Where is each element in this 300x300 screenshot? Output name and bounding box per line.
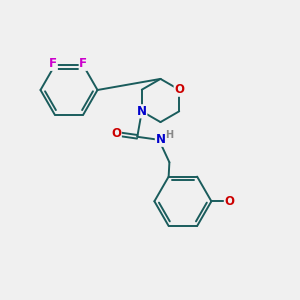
Text: O: O — [224, 195, 234, 208]
Text: N: N — [155, 133, 165, 146]
Text: O: O — [174, 83, 184, 96]
Text: F: F — [49, 57, 57, 70]
Text: F: F — [79, 57, 87, 70]
Text: H: H — [165, 130, 173, 140]
Text: N: N — [137, 105, 147, 118]
Text: O: O — [111, 127, 121, 140]
